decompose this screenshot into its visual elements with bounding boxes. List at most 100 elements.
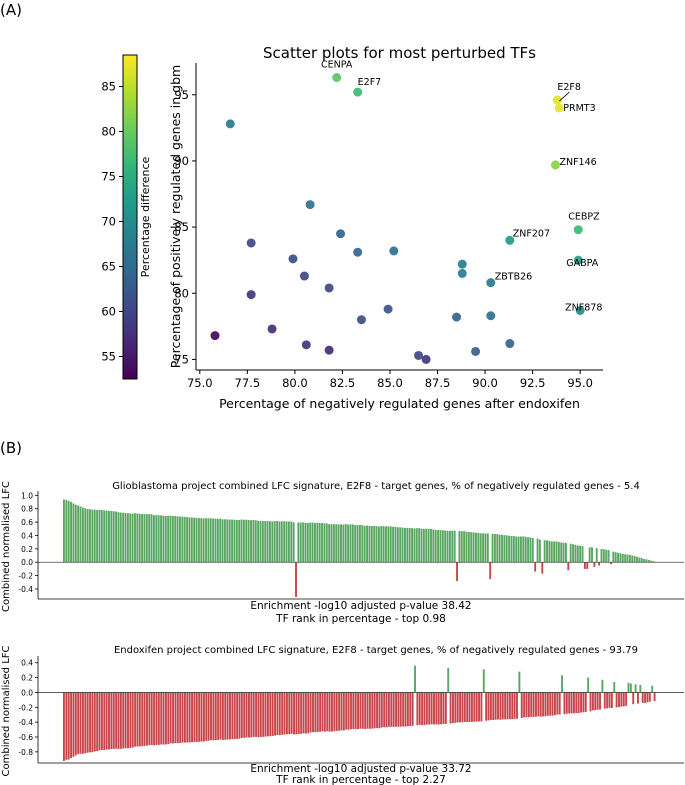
- bar: [406, 527, 409, 563]
- bar: [437, 530, 440, 563]
- bar: [295, 692, 298, 735]
- scatter-point: [246, 238, 256, 248]
- bar: [625, 692, 628, 706]
- bar: [411, 528, 413, 563]
- bar: [240, 692, 243, 738]
- bar: [110, 510, 113, 563]
- bar: [527, 537, 530, 563]
- bar: [650, 560, 653, 563]
- bar: [605, 549, 608, 563]
- bar: [376, 692, 379, 729]
- bar: [202, 692, 205, 742]
- y-tick-label: 75: [174, 352, 189, 366]
- bar: [596, 692, 599, 710]
- bar: [530, 692, 533, 717]
- bar: [257, 692, 260, 738]
- footer-enrichment: Enrichment -log10 adjusted p-value 33.72: [250, 763, 471, 775]
- bar: [382, 526, 385, 563]
- bar: [278, 521, 281, 563]
- bar: [221, 519, 224, 563]
- bar: [280, 521, 283, 563]
- bar: [70, 692, 73, 758]
- bar: [608, 692, 611, 708]
- bar: [319, 692, 322, 732]
- bar: [74, 692, 77, 756]
- bar: [72, 692, 75, 757]
- y-tick-label: 1.0: [21, 491, 33, 500]
- bar: [556, 692, 559, 715]
- bar: [314, 692, 317, 733]
- bar: [79, 692, 82, 754]
- bar: [520, 536, 522, 563]
- point-label: E2F8: [557, 82, 581, 93]
- bar: [172, 692, 175, 744]
- bar: [269, 692, 272, 737]
- bar: [434, 529, 437, 563]
- bar: [164, 692, 167, 745]
- bar: [534, 562, 537, 572]
- y-tick-label: 90: [174, 154, 189, 168]
- label-connector: [559, 91, 570, 102]
- bar: [333, 692, 336, 732]
- bar: [330, 524, 333, 563]
- bar: [157, 692, 160, 745]
- bar: [100, 692, 103, 750]
- bar-chart-title: Endoxifen project combined LFC signature…: [114, 645, 638, 656]
- scatter-point: [353, 87, 363, 97]
- bar: [396, 527, 399, 563]
- scatter-point: [471, 346, 481, 356]
- bar: [368, 692, 371, 729]
- bar: [271, 692, 274, 736]
- bar: [444, 530, 447, 563]
- bar: [117, 692, 120, 749]
- bar: [198, 692, 201, 742]
- bar: [141, 692, 144, 747]
- bar: [105, 510, 108, 563]
- bar: [153, 692, 156, 746]
- bar: [122, 512, 125, 563]
- bar: [543, 540, 546, 563]
- y-tick-label: 0.2: [21, 674, 33, 683]
- scatter-point: [554, 103, 564, 113]
- y-tick-label: -0.2: [18, 572, 33, 581]
- bar: [492, 692, 495, 721]
- bar: [572, 544, 575, 563]
- bar: [328, 524, 331, 563]
- bar: [214, 692, 217, 741]
- scatter-point: [421, 354, 431, 364]
- bar: [646, 692, 649, 703]
- scatter-point: [246, 290, 256, 300]
- bar: [174, 692, 177, 744]
- bar: [356, 525, 359, 563]
- bar: [546, 692, 549, 716]
- bar: [89, 692, 91, 753]
- bar: [485, 692, 488, 721]
- bar: [326, 692, 329, 732]
- bar: [595, 548, 598, 563]
- bar: [221, 692, 224, 740]
- bar: [312, 692, 314, 733]
- x-tick-label: 95.0: [567, 376, 593, 390]
- scatter-point: [389, 246, 399, 256]
- bar: [624, 554, 627, 563]
- bar: [588, 547, 591, 563]
- bar: [598, 562, 601, 566]
- bar: [335, 524, 338, 563]
- bar: [193, 517, 196, 563]
- bar: [498, 534, 501, 563]
- bar: [541, 562, 544, 574]
- bar: [238, 692, 241, 739]
- x-axis-label: Percentage of negatively regulated genes…: [219, 396, 580, 411]
- bar: [451, 530, 454, 563]
- bar: [345, 692, 348, 730]
- bar: [186, 517, 189, 563]
- bar: [337, 524, 340, 563]
- bar: [479, 533, 482, 563]
- bar: [235, 519, 238, 563]
- bar: [250, 520, 252, 563]
- bar: [167, 692, 170, 745]
- bar: [392, 526, 395, 563]
- bar: [461, 692, 464, 723]
- bar: [484, 533, 487, 563]
- bar: [331, 692, 333, 732]
